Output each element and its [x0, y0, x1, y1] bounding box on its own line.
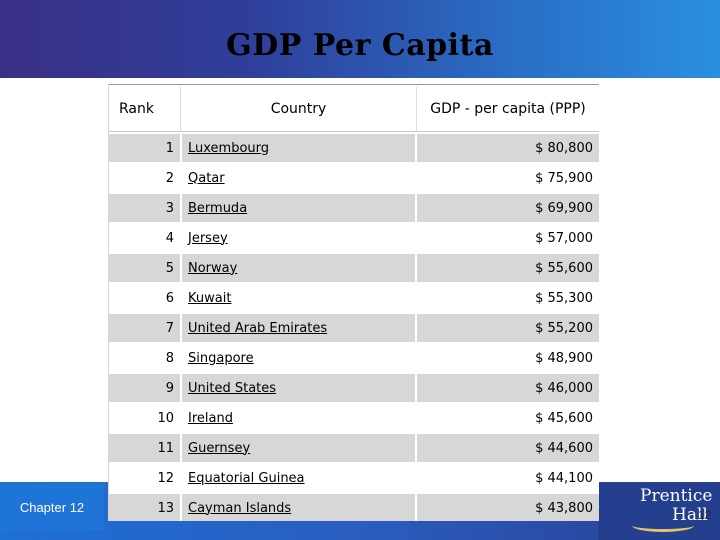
table-row: 12 Equatorial Guinea $ 44,100	[109, 464, 599, 492]
table-row: 8 Singapore $ 48,900	[109, 344, 599, 372]
rank-cell: 8	[109, 344, 180, 372]
slide-title: GDP Per Capita	[226, 28, 494, 63]
gdp-cell: $ 44,100	[417, 464, 599, 492]
country-link[interactable]: Equatorial Guinea	[180, 464, 417, 492]
country-link[interactable]: Kuwait	[180, 284, 417, 312]
logo-swoosh-icon	[632, 519, 694, 532]
header-rank: Rank	[109, 87, 180, 132]
rank-cell: 10	[109, 404, 180, 432]
country-link[interactable]: Luxembourg	[180, 134, 417, 162]
country-link[interactable]: Singapore	[180, 344, 417, 372]
chapter-box	[0, 483, 104, 531]
country-link[interactable]: Bermuda	[180, 194, 417, 222]
country-link[interactable]: Guernsey	[180, 434, 417, 462]
chapter-label: Chapter 12	[19, 500, 85, 515]
rank-cell: 6	[109, 284, 180, 312]
gdp-cell: $ 44,600	[417, 434, 599, 462]
publisher-logo-line1: Prentice	[640, 486, 713, 506]
table-row: 13 Cayman Islands $ 43,800	[109, 494, 599, 521]
gdp-cell: $ 48,900	[417, 344, 599, 372]
rank-cell: 4	[109, 224, 180, 252]
title-bar	[0, 0, 720, 78]
country-link[interactable]: United Arab Emirates	[180, 314, 417, 342]
country-link[interactable]: Jersey	[180, 224, 417, 252]
rank-cell: 5	[109, 254, 180, 282]
slide-number: 12	[698, 508, 712, 522]
country-link[interactable]: United States	[180, 374, 417, 402]
table-row: 2 Qatar $ 75,900	[109, 164, 599, 192]
header-country: Country	[180, 87, 417, 132]
rank-cell: 11	[109, 434, 180, 462]
gdp-cell: $ 55,200	[417, 314, 599, 342]
country-link[interactable]: Qatar	[180, 164, 417, 192]
table-row: 4 Jersey $ 57,000	[109, 224, 599, 252]
gdp-cell: $ 55,600	[417, 254, 599, 282]
table-row: 6 Kuwait $ 55,300	[109, 284, 599, 312]
gdp-table: Rank Country GDP - per capita (PPP) 1 Lu…	[109, 85, 599, 521]
table-row: 1 Luxembourg $ 80,800	[109, 134, 599, 162]
table-row: 7 United Arab Emirates $ 55,200	[109, 314, 599, 342]
table-row: 3 Bermuda $ 69,900	[109, 194, 599, 222]
table-row: 11 Guernsey $ 44,600	[109, 434, 599, 462]
country-link[interactable]: Ireland	[180, 404, 417, 432]
table-row: 9 United States $ 46,000	[109, 374, 599, 402]
gdp-cell: $ 46,000	[417, 374, 599, 402]
table-header-row: Rank Country GDP - per capita (PPP)	[109, 87, 599, 132]
gdp-cell: $ 80,800	[417, 134, 599, 162]
gdp-table-container: Rank Country GDP - per capita (PPP) 1 Lu…	[108, 84, 599, 521]
gdp-cell: $ 57,000	[417, 224, 599, 252]
rank-cell: 2	[109, 164, 180, 192]
rank-cell: 9	[109, 374, 180, 402]
header-gdp: GDP - per capita (PPP)	[417, 87, 599, 132]
table-row: 10 Ireland $ 45,600	[109, 404, 599, 432]
table-row: 5 Norway $ 55,600	[109, 254, 599, 282]
country-link[interactable]: Norway	[180, 254, 417, 282]
rank-cell: 3	[109, 194, 180, 222]
gdp-cell: $ 45,600	[417, 404, 599, 432]
gdp-cell: $ 69,900	[417, 194, 599, 222]
rank-cell: 7	[109, 314, 180, 342]
rank-cell: 13	[109, 494, 180, 521]
gdp-cell: $ 43,800	[417, 494, 599, 521]
country-link[interactable]: Cayman Islands	[180, 494, 417, 521]
rank-cell: 1	[109, 134, 180, 162]
gdp-cell: $ 55,300	[417, 284, 599, 312]
rank-cell: 12	[109, 464, 180, 492]
gdp-cell: $ 75,900	[417, 164, 599, 192]
